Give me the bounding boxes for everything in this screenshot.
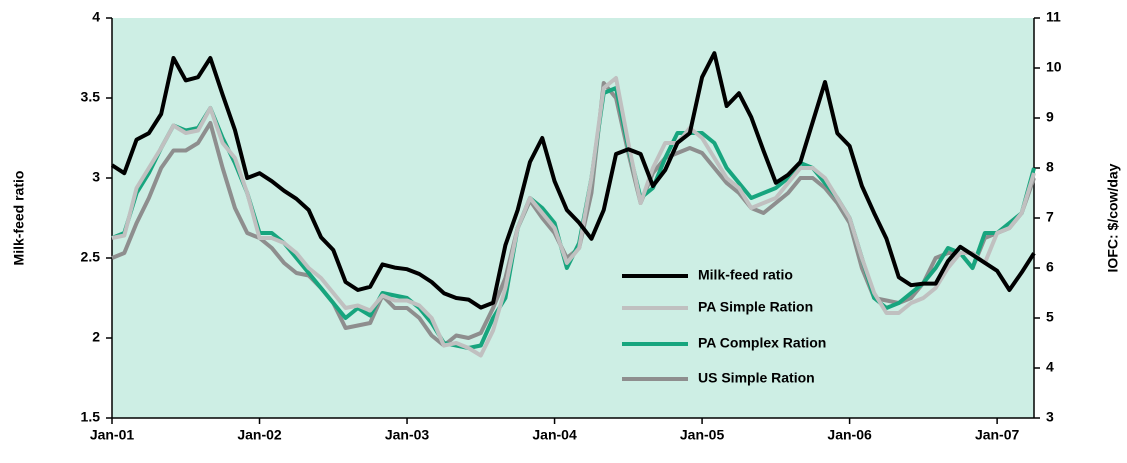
y-tick-label: 1.5 bbox=[81, 409, 101, 425]
y2-tick-label: 3 bbox=[1046, 409, 1054, 425]
x-tick-label: Jan-07 bbox=[975, 427, 1020, 443]
y2-tick-label: 9 bbox=[1046, 109, 1054, 125]
x-tick-label: Jan-06 bbox=[827, 427, 872, 443]
x-tick-label: Jan-03 bbox=[385, 427, 430, 443]
y2-tick-label: 4 bbox=[1046, 359, 1054, 375]
y2-tick-label: 8 bbox=[1046, 159, 1054, 175]
x-tick-label: Jan-02 bbox=[237, 427, 282, 443]
legend-label: PA Complex Ration bbox=[698, 335, 826, 351]
y2-axis-label: IOFC: $/cow/day bbox=[1105, 163, 1121, 272]
x-tick-label: Jan-04 bbox=[532, 427, 577, 443]
y2-tick-label: 6 bbox=[1046, 259, 1054, 275]
y2-tick-label: 11 bbox=[1046, 9, 1061, 25]
series-line bbox=[111, 76, 1036, 358]
y-tick-label: 3 bbox=[92, 169, 100, 185]
y-tick-label: 3.5 bbox=[81, 89, 101, 105]
legend-label: PA Simple Ration bbox=[698, 299, 813, 315]
y-tick-label: 2 bbox=[92, 329, 100, 345]
series-line bbox=[110, 51, 1036, 310]
y-tick-label: 2.5 bbox=[81, 249, 101, 265]
y-tick-label: 4 bbox=[92, 9, 100, 25]
y2-tick-label: 10 bbox=[1046, 59, 1062, 75]
legend-label: Milk-feed ratio bbox=[698, 267, 793, 283]
y2-tick-label: 5 bbox=[1046, 309, 1054, 325]
x-tick-label: Jan-05 bbox=[680, 427, 725, 443]
y2-tick-label: 7 bbox=[1046, 209, 1054, 225]
legend-label: US Simple Ration bbox=[698, 370, 815, 386]
y-axis-label: Milk-feed ratio bbox=[11, 171, 27, 266]
x-tick-label: Jan-01 bbox=[90, 427, 135, 443]
